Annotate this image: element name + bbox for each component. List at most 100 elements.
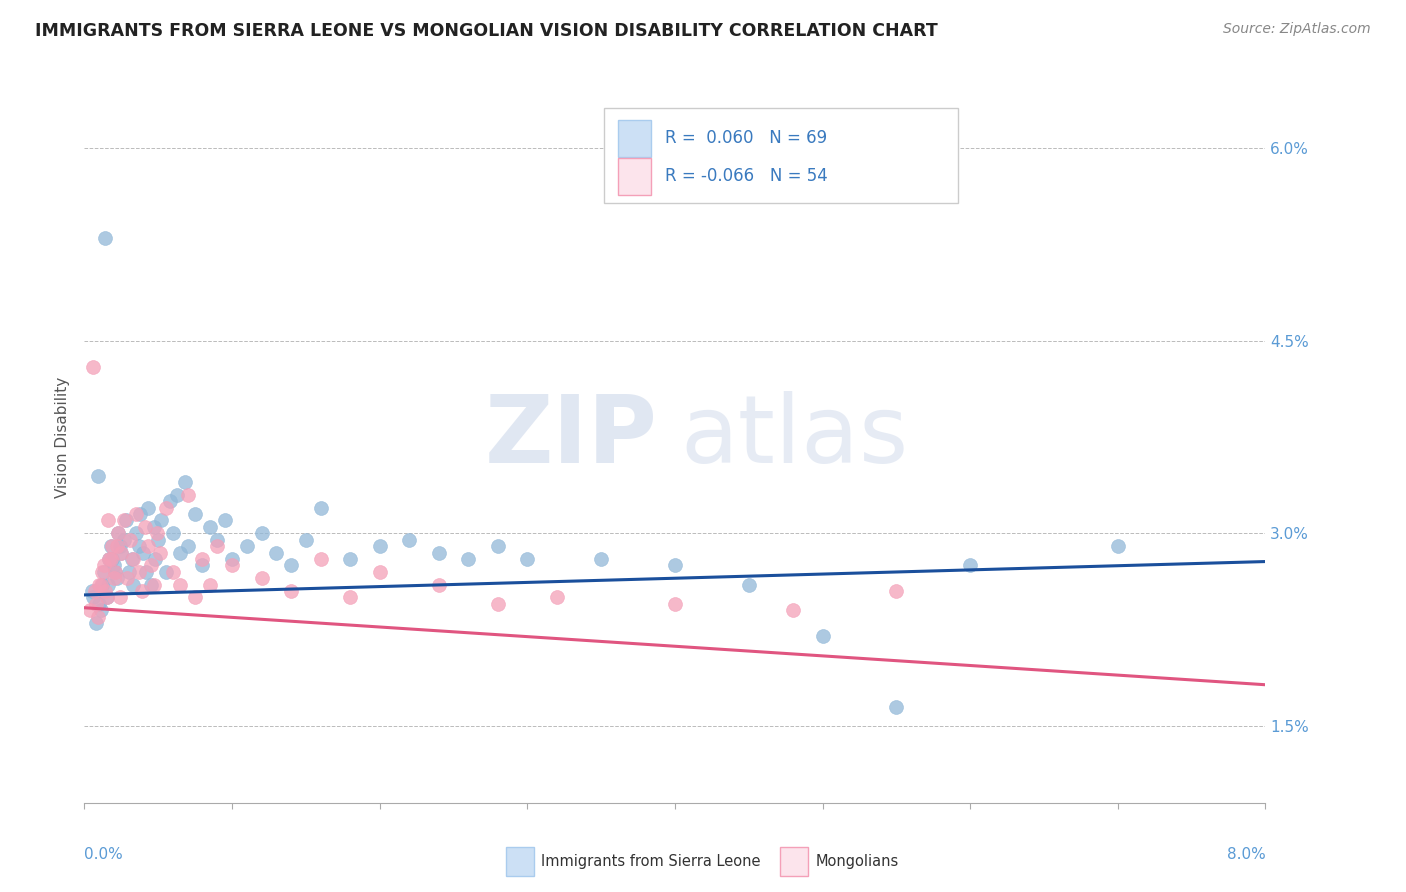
Point [84,616,107,631]
Point [221,558,243,573]
Point [94,231,117,245]
Point [132,545,155,559]
Point [104,565,127,579]
Point [148,533,170,547]
Point [427,545,450,559]
Point [782,603,804,617]
Point [159,494,181,508]
Point [173,475,195,489]
Point [149,545,172,559]
Point [129,507,152,521]
Point [295,533,318,547]
Point [280,584,302,599]
Point [198,520,221,534]
Point [100,539,122,553]
Point [664,558,686,573]
Point [98,552,121,566]
Point [142,520,165,534]
Text: 8.0%: 8.0% [1226,847,1265,862]
Point [250,571,273,585]
Point [457,552,479,566]
Point [80,584,103,599]
Point [886,584,908,599]
Point [486,539,509,553]
Point [112,533,135,547]
Point [118,565,141,579]
Point [134,520,156,534]
Point [103,558,125,573]
Point [87,577,111,591]
Point [120,533,142,547]
Point [339,552,361,566]
Text: Mongolians: Mongolians [815,855,898,869]
Point [86,609,108,624]
Point [143,552,166,566]
Text: IMMIGRANTS FROM SIERRA LEONE VS MONGOLIAN VISION DISABILITY CORRELATION CHART: IMMIGRANTS FROM SIERRA LEONE VS MONGOLIA… [35,22,938,40]
Text: ZIP: ZIP [484,391,657,483]
Point [811,629,834,643]
Point [112,514,135,528]
Point [96,591,118,605]
Point [93,558,115,573]
Point [82,359,104,374]
FancyBboxPatch shape [619,158,651,194]
Point [145,526,167,541]
Point [104,565,127,579]
Point [128,565,150,579]
Point [486,597,509,611]
Point [115,571,138,585]
Point [398,533,420,547]
Point [207,533,229,547]
Point [155,500,177,515]
Point [427,577,450,591]
Point [125,507,148,521]
Point [191,558,214,573]
Point [110,545,132,559]
Point [162,526,184,541]
Point [155,565,177,579]
Point [110,545,132,559]
Point [368,565,391,579]
Point [122,552,145,566]
Point [131,584,153,599]
FancyBboxPatch shape [619,120,651,157]
Point [91,577,114,591]
Point [266,545,288,559]
Point [664,597,686,611]
Point [135,565,157,579]
Point [90,577,112,591]
Point [93,565,115,579]
Point [122,577,145,591]
Text: 0.0%: 0.0% [84,847,124,862]
Point [280,558,302,573]
Point [100,552,122,566]
Text: atlas: atlas [681,391,910,483]
Point [91,565,114,579]
Point [108,591,131,605]
FancyBboxPatch shape [605,108,959,203]
Point [959,558,981,573]
Point [191,552,214,566]
Y-axis label: Vision Disability: Vision Disability [55,376,70,498]
Point [87,597,111,611]
Point [1107,539,1129,553]
Point [236,539,259,553]
Point [221,552,243,566]
Point [103,571,125,585]
Point [166,488,188,502]
Point [107,526,129,541]
Point [207,539,229,553]
Point [107,526,129,541]
Point [94,584,117,599]
Point [90,603,112,617]
Point [108,539,131,553]
Point [136,539,159,553]
Point [101,552,124,566]
Text: Immigrants from Sierra Leone: Immigrants from Sierra Leone [541,855,761,869]
Point [516,552,538,566]
Point [96,591,118,605]
Point [309,500,332,515]
Point [136,500,159,515]
Point [128,539,150,553]
Point [169,577,191,591]
